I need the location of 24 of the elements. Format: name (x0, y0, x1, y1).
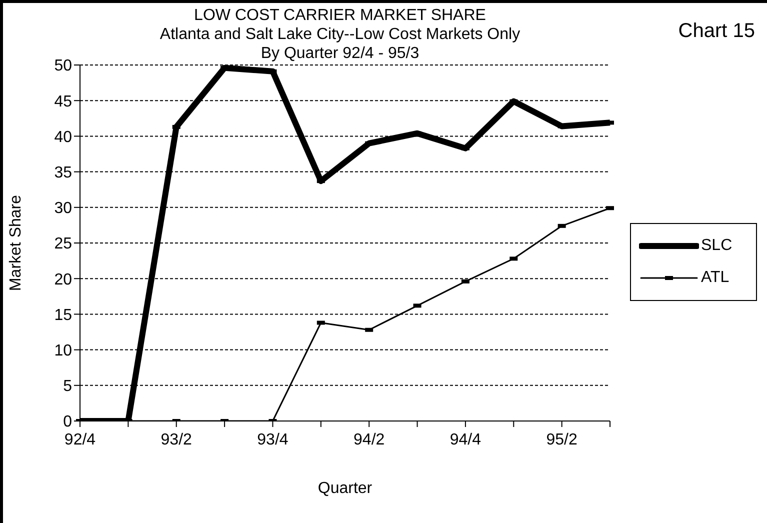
chart-title: LOW COST CARRIER MARKET SHARE (193, 6, 487, 25)
y-tick-label: 30 (54, 200, 72, 218)
y-tick-label: 15 (54, 306, 72, 324)
chart-subtitle: Atlanta and Salt Lake City--Low Cost Markets Only By Quarter 92/4 - 95/3 (158, 25, 522, 63)
x-tick-label: 95/2 (546, 431, 578, 448)
y-axis-title: Market Share (8, 194, 25, 292)
legend-label: ATL (701, 268, 730, 286)
caption: Chart 15 (678, 20, 755, 43)
y-tick-label: 25 (54, 236, 72, 253)
y-tick-label: 0 (63, 414, 72, 431)
y-tick-label: 40 (54, 128, 72, 146)
legend-label: SLC (701, 236, 732, 254)
y-tick-label: 20 (54, 271, 72, 288)
y-tick-label: 35 (54, 164, 72, 182)
x-tick-label: 93/4 (257, 431, 288, 448)
y-tick-label: 45 (54, 93, 72, 110)
y-tick-label: 5 (63, 378, 72, 396)
x-tick-label: 93/2 (160, 431, 192, 448)
x-tick-label: 92/4 (64, 431, 96, 448)
x-axis-title: Quarter (318, 480, 373, 497)
x-tick-label: 94/2 (354, 431, 385, 448)
x-tick-label: 94/4 (450, 431, 482, 448)
y-tick-label: 10 (54, 342, 72, 360)
y-tick-label: 50 (54, 58, 72, 75)
